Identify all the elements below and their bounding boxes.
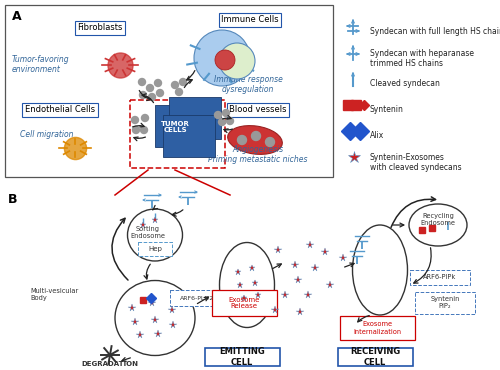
FancyBboxPatch shape <box>138 242 172 256</box>
Circle shape <box>142 114 148 121</box>
Text: Syntenin
PIP₂: Syntenin PIP₂ <box>430 296 460 309</box>
FancyBboxPatch shape <box>170 290 225 306</box>
FancyBboxPatch shape <box>338 348 413 366</box>
Circle shape <box>140 91 146 98</box>
Text: EMITTING
CELL: EMITTING CELL <box>219 347 265 367</box>
Circle shape <box>226 118 234 124</box>
Circle shape <box>132 117 138 124</box>
FancyBboxPatch shape <box>205 348 280 366</box>
Text: Syndecan with full length HS chains: Syndecan with full length HS chains <box>370 27 500 36</box>
Text: Endothelial Cells: Endothelial Cells <box>25 105 95 114</box>
Ellipse shape <box>128 209 182 261</box>
FancyBboxPatch shape <box>212 290 277 316</box>
Text: Hep: Hep <box>148 246 162 252</box>
Text: Multi-vesicular
Body: Multi-vesicular Body <box>30 288 78 301</box>
Text: TUMOR
CELLS: TUMOR CELLS <box>160 121 190 134</box>
Circle shape <box>266 138 274 147</box>
Text: Angiogenesis
Priming metastatic niches: Angiogenesis Priming metastatic niches <box>208 145 308 164</box>
Circle shape <box>140 127 147 134</box>
Text: Syntenin-Exosomes
with cleaved syndecans: Syntenin-Exosomes with cleaved syndecans <box>370 153 462 172</box>
Ellipse shape <box>409 204 467 246</box>
Text: Tumor-favoring
environment: Tumor-favoring environment <box>12 55 70 74</box>
Text: Immune response
dysregulation: Immune response dysregulation <box>214 75 282 94</box>
FancyBboxPatch shape <box>5 5 333 177</box>
Circle shape <box>176 88 182 95</box>
Text: Syntenin: Syntenin <box>370 105 404 114</box>
Circle shape <box>238 135 246 145</box>
Text: Alix: Alix <box>370 131 384 140</box>
Text: A: A <box>12 10 22 23</box>
Text: DEGRADATION: DEGRADATION <box>82 361 138 367</box>
Text: B: B <box>8 193 18 206</box>
Circle shape <box>156 90 164 97</box>
Circle shape <box>218 118 226 125</box>
Text: Blood vessels: Blood vessels <box>229 105 287 114</box>
Text: Fibroblasts: Fibroblasts <box>78 24 122 33</box>
Circle shape <box>146 84 154 91</box>
Text: Cleaved syndecan: Cleaved syndecan <box>370 79 440 88</box>
Text: Sorting
Endosome: Sorting Endosome <box>130 225 166 239</box>
Circle shape <box>132 127 140 134</box>
FancyBboxPatch shape <box>410 270 470 285</box>
Text: ARF6-PLD2: ARF6-PLD2 <box>180 296 214 300</box>
Circle shape <box>172 81 178 88</box>
Ellipse shape <box>352 225 408 315</box>
Text: Exosome
Release: Exosome Release <box>228 296 260 309</box>
Circle shape <box>215 50 235 70</box>
Text: Recycling
Endosome: Recycling Endosome <box>420 213 456 226</box>
Circle shape <box>214 111 222 118</box>
Circle shape <box>219 43 255 79</box>
FancyBboxPatch shape <box>415 292 475 314</box>
FancyBboxPatch shape <box>163 115 215 157</box>
Text: Exosome
Internalization: Exosome Internalization <box>353 322 401 334</box>
Circle shape <box>154 80 162 87</box>
Ellipse shape <box>228 126 282 154</box>
Text: Syndecan with heparanase
trimmed HS chains: Syndecan with heparanase trimmed HS chai… <box>370 49 474 68</box>
Circle shape <box>180 78 186 85</box>
Circle shape <box>194 30 250 86</box>
FancyBboxPatch shape <box>340 316 415 340</box>
Circle shape <box>252 131 260 141</box>
Ellipse shape <box>115 280 195 356</box>
Circle shape <box>148 94 156 101</box>
Text: Immune Cells: Immune Cells <box>221 16 279 24</box>
FancyBboxPatch shape <box>155 105 207 147</box>
Text: Cell migration: Cell migration <box>20 130 74 139</box>
Text: RECEIVING
CELL: RECEIVING CELL <box>350 347 400 367</box>
Circle shape <box>222 110 230 117</box>
Text: ARF6-PIPk: ARF6-PIPk <box>424 274 456 280</box>
Ellipse shape <box>220 242 274 327</box>
FancyBboxPatch shape <box>169 97 221 139</box>
Circle shape <box>138 78 145 85</box>
